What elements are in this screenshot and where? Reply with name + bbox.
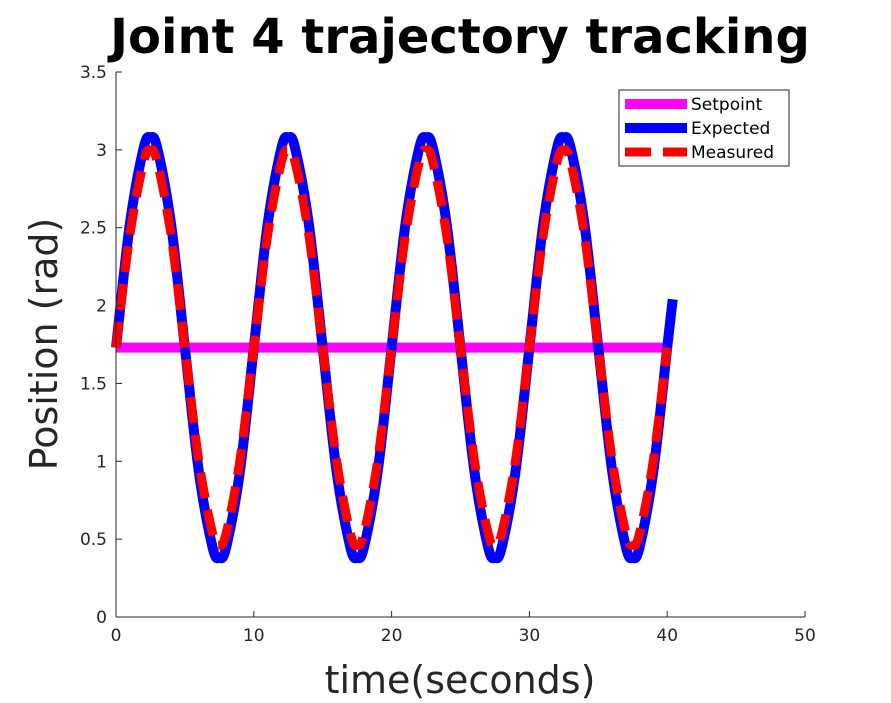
legend-label-measured: Measured (691, 143, 774, 163)
x-tick-label: 0 (111, 626, 122, 646)
legend-label-setpoint: Setpoint (691, 95, 763, 115)
y-tick-label: 0 (96, 608, 107, 628)
x-tick-label: 50 (794, 626, 816, 646)
x-axis-label: time(seconds) (325, 658, 596, 702)
chart-title: Joint 4 trajectory tracking (107, 9, 810, 65)
axes: 0 10 20 30 40 50 0 0.5 1 1.5 2 2.5 3 3.5 (80, 63, 816, 646)
y-tick-label: 3 (96, 141, 107, 161)
y-axis-label: Position (rad) (22, 218, 66, 471)
y-tick-label: 3.5 (80, 63, 107, 83)
y-tick-label: 1 (96, 452, 107, 472)
x-tick-label: 20 (381, 626, 403, 646)
x-tick-label: 30 (519, 626, 541, 646)
x-tick-label: 40 (656, 626, 678, 646)
y-tick-label: 2.5 (80, 219, 107, 239)
legend: Setpoint Expected Measured (618, 89, 790, 167)
series-line-measured (111, 145, 672, 550)
x-tick-label: 10 (243, 626, 265, 646)
y-tick-label: 2 (96, 297, 107, 317)
legend-label-expected: Expected (691, 119, 770, 139)
y-tick-label: 0.5 (80, 530, 107, 550)
plot-area (111, 132, 678, 564)
y-tick-label: 1.5 (80, 374, 107, 394)
